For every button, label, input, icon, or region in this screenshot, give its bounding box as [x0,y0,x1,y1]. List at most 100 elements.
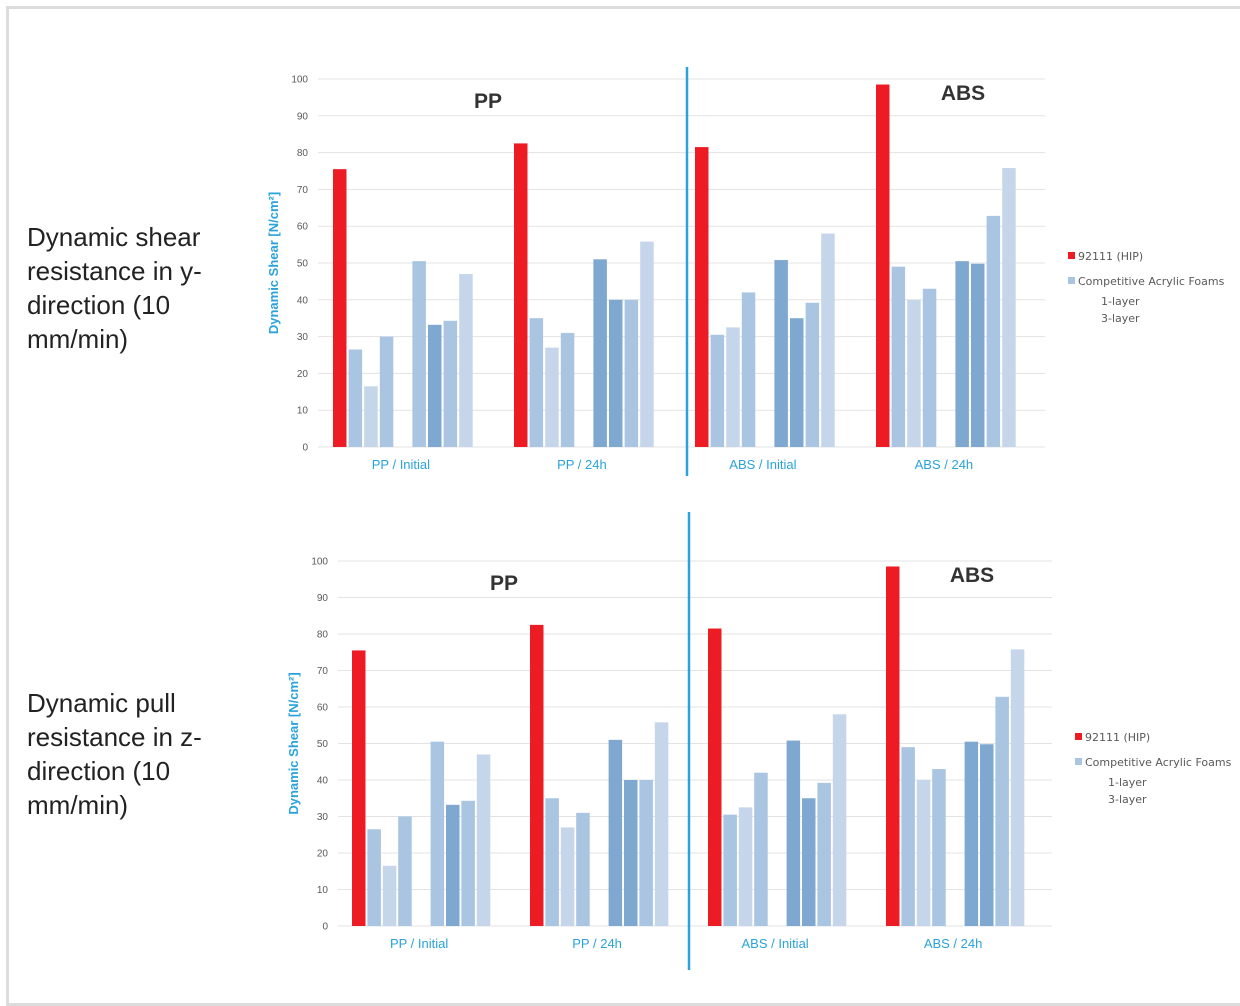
y-tick-label: 0 [302,443,308,454]
bar-competitor [932,769,946,926]
bar-competitor [476,754,491,926]
bar-hip [352,650,366,926]
bar-competitor [901,747,915,926]
bar-competitor [367,829,381,926]
y-tick-label: 80 [297,148,309,159]
bar-competitor [348,349,363,447]
bar-competitor [738,807,753,926]
bar-competitor [786,740,801,926]
bar-competitor [412,261,426,447]
section-label: PP [490,572,518,595]
y-axis-label: Dynamic Shear [N/cm²] [266,192,281,334]
bar-competitor [430,741,445,926]
bar-competitor [1002,168,1016,447]
bar-competitor [364,386,378,447]
y-tick-label: 20 [297,369,309,380]
bar-competitor [560,827,575,926]
bar-competitor [907,299,921,447]
y-tick-label: 70 [297,185,309,196]
bar-competitor [382,865,397,926]
legend-label: Competitive Acrylic Foams [1085,756,1232,769]
bar-competitor [624,780,638,926]
x-category-label: ABS / Initial [729,457,796,472]
legend-swatch-hip [1068,252,1075,259]
y-tick-label: 60 [317,703,329,714]
y-tick-label: 10 [297,406,309,417]
y-tick-label: 30 [297,332,309,343]
bar-competitor [609,299,623,447]
section-label: ABS [941,82,985,105]
y-tick-label: 10 [317,885,329,896]
bar-competitor [608,739,623,926]
legend-swatch-competitor [1068,277,1075,284]
y-tick-label: 20 [317,849,329,860]
row-label-bottom: Dynamic pull resistance in z-direction (… [27,688,202,820]
y-tick-label: 30 [317,812,329,823]
y-tick-label: 50 [317,739,329,750]
bar-competitor [821,233,835,447]
bar-competitor [459,274,473,447]
bar-competitor [832,714,847,926]
x-category-label: PP / 24h [557,457,607,472]
bar-competitor [576,812,590,926]
x-category-label: ABS / 24h [915,457,974,472]
legend-label: 3-layer [1108,793,1147,806]
row-label-top: Dynamic shear resistance in y-direction … [27,222,202,354]
bar-competitor [529,318,544,447]
y-tick-label: 100 [311,557,328,568]
bar-competitor [593,259,607,447]
bar-hip [333,169,347,447]
bar-competitor [986,215,1001,447]
bar-competitor [922,288,937,447]
bar-competitor [639,780,653,926]
y-tick-label: 40 [317,776,329,787]
y-tick-label: 40 [297,295,309,306]
bar-competitor [790,318,804,447]
bar-competitor [774,260,788,447]
bar-competitor [379,336,394,447]
bar-competitor [964,741,979,926]
bar-competitor [446,804,460,926]
legend-swatch-competitor [1075,758,1082,765]
legend-label: 3-layer [1101,312,1140,325]
bar-competitor [995,696,1009,926]
bar-competitor [461,800,475,926]
bar-competitor [971,263,985,447]
x-category-label: ABS / 24h [924,936,983,951]
x-category-label: PP / Initial [372,457,430,472]
y-tick-label: 60 [297,222,309,233]
x-category-label: PP / 24h [572,936,622,951]
bar-hip [695,147,709,447]
bar-competitor [817,782,831,926]
bar-hip [514,143,528,447]
bar-competitor [980,744,994,926]
x-category-label: PP / Initial [390,936,448,951]
bar-competitor [640,241,654,447]
bar-competitor [443,320,458,447]
bar-competitor [741,292,756,447]
bar-competitor [1010,649,1025,926]
bar-hip [708,628,722,926]
y-axis-label: Dynamic Shear [N/cm²] [286,672,301,814]
y-tick-label: 90 [297,111,309,122]
bar-competitor [805,302,820,447]
x-category-label: ABS / Initial [741,936,808,951]
bar-competitor [428,324,442,447]
bar-competitor [955,261,969,447]
legend-label: 92111 (HIP) [1085,731,1150,744]
bar-competitor [398,816,412,926]
bar-competitor [891,266,906,447]
y-tick-label: 70 [317,666,329,677]
bar-competitor [723,814,737,926]
bar-competitor [916,780,931,926]
y-tick-label: 0 [322,922,328,933]
legend-label: 92111 (HIP) [1078,250,1143,263]
y-tick-label: 90 [317,593,329,604]
legend-label: Competitive Acrylic Foams [1078,275,1225,288]
bar-competitor [654,722,669,926]
y-tick-label: 50 [297,259,309,270]
bar-competitor [726,327,740,447]
bar-competitor [802,798,816,926]
